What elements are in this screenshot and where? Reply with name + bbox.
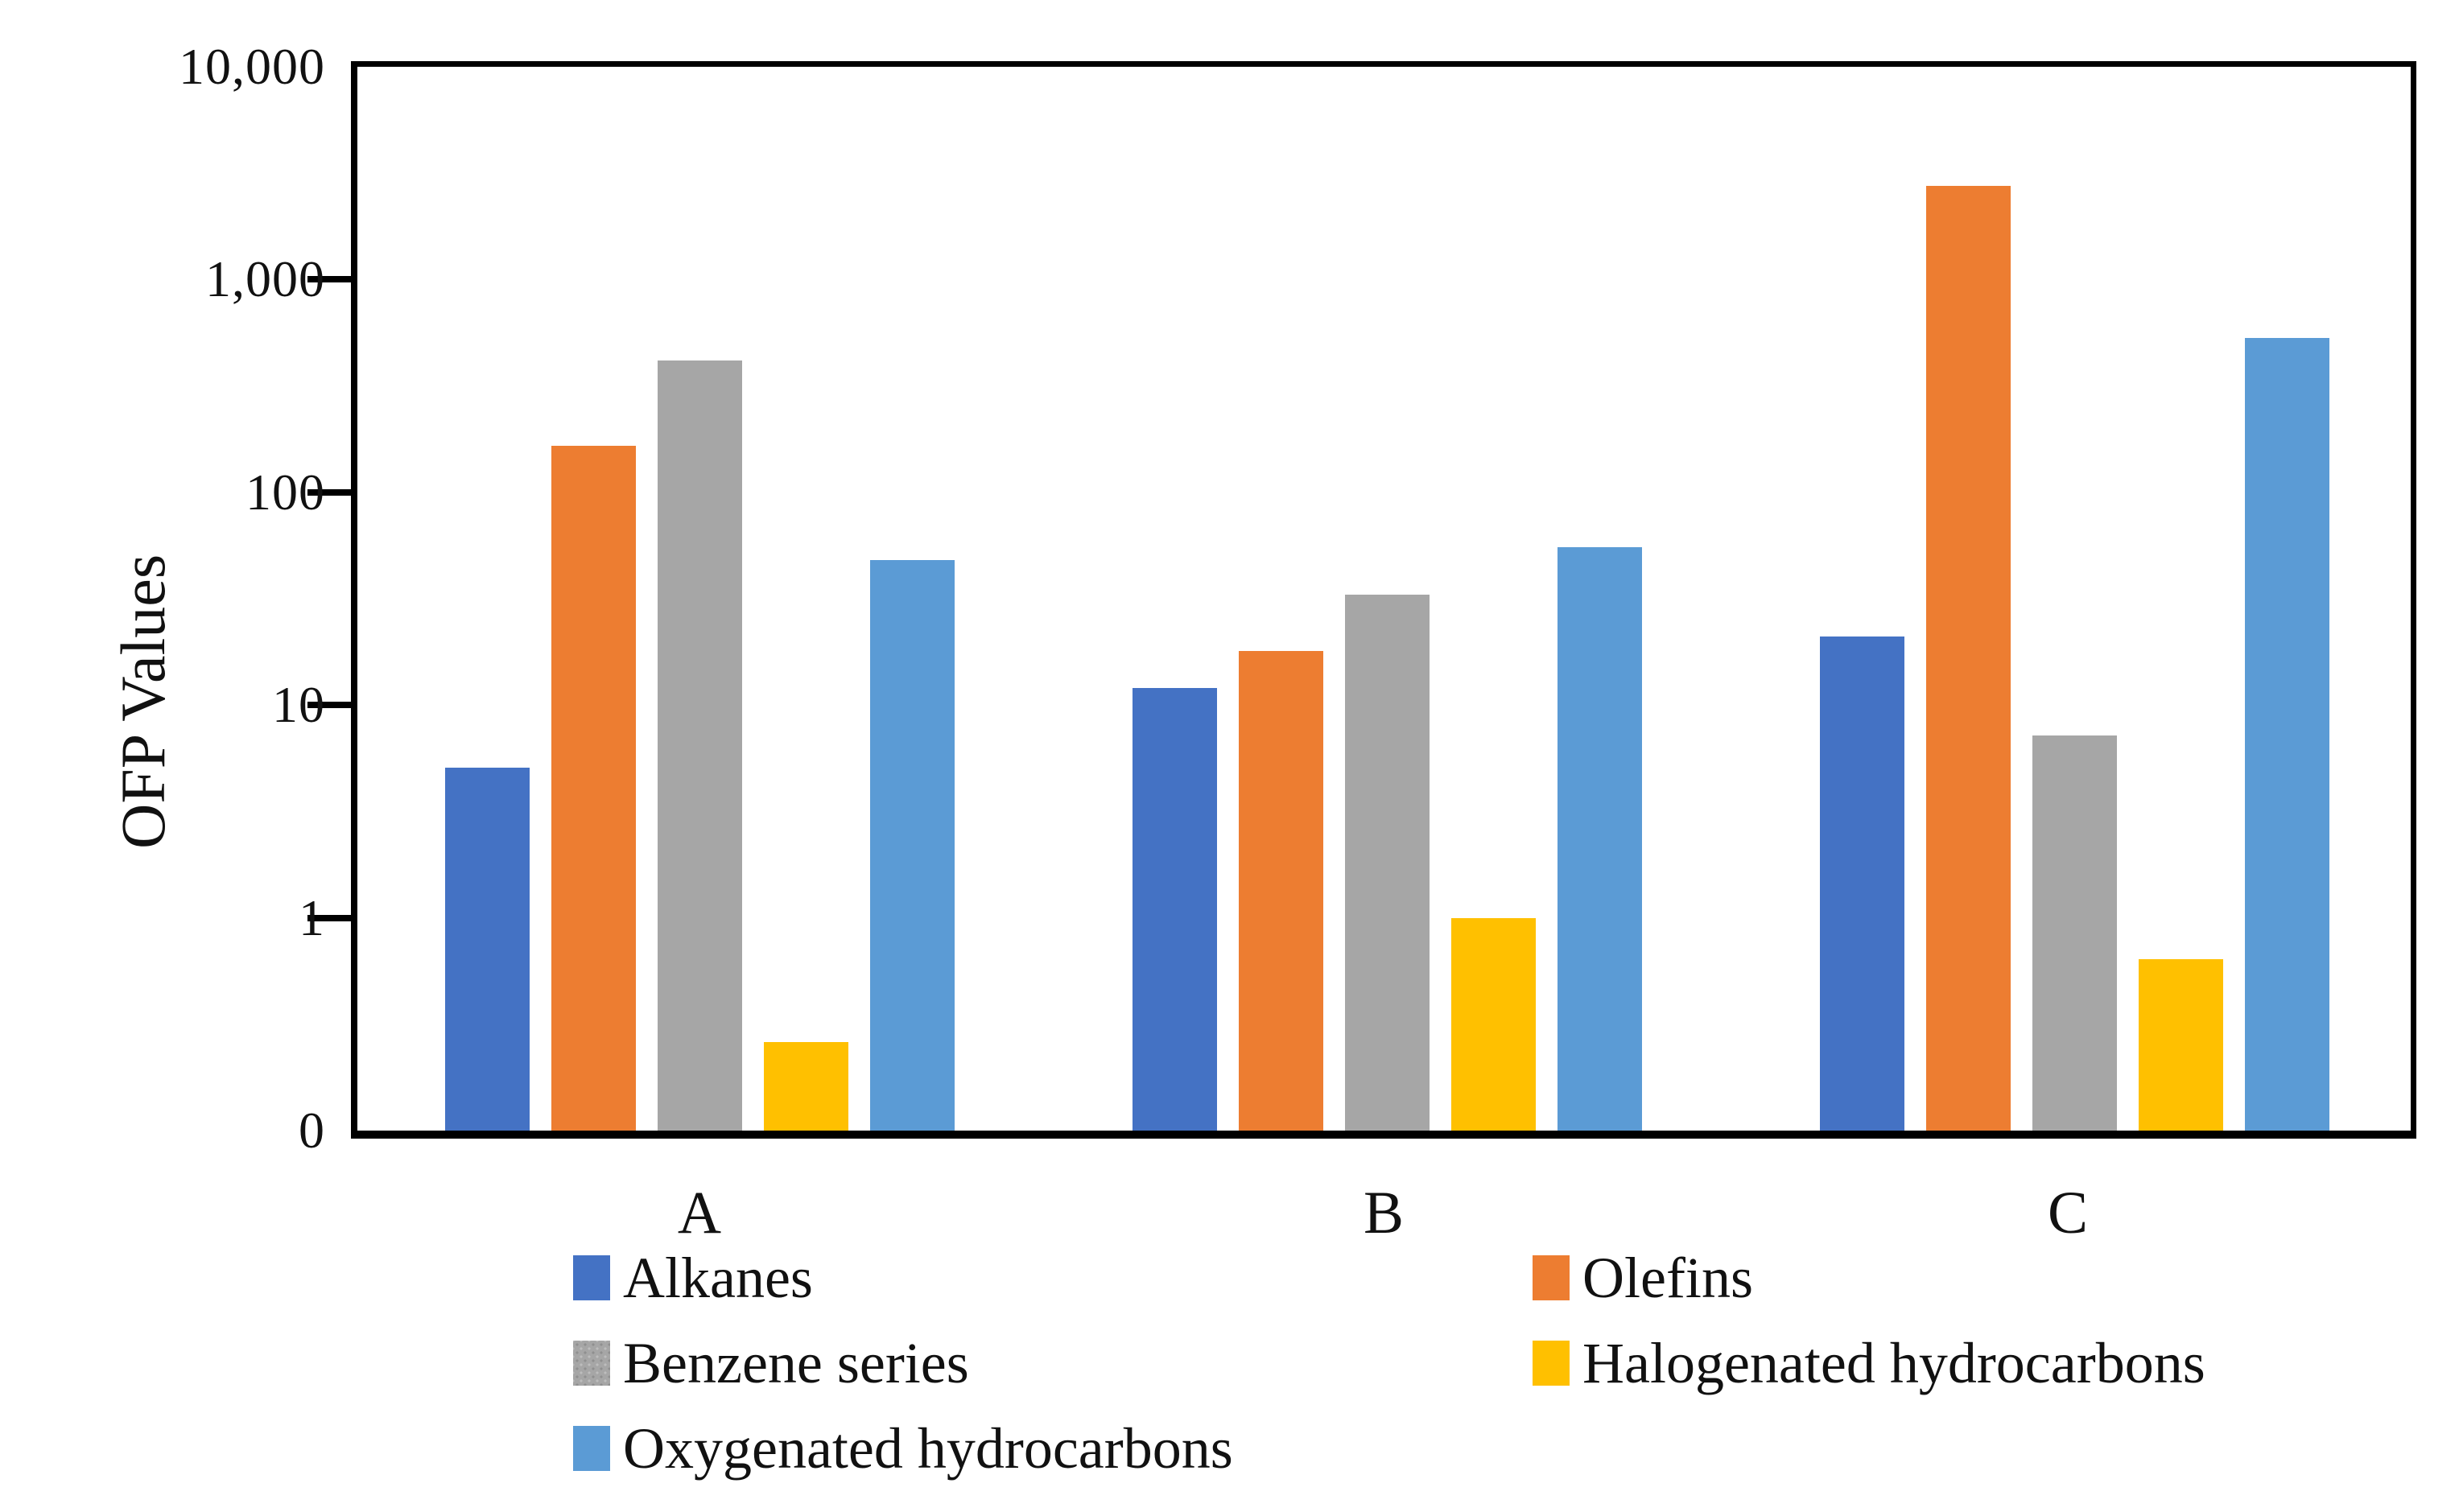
bar-a-halogenated-hydrocarbons <box>764 1042 848 1131</box>
y-tick-label-0: 0 <box>299 1102 325 1159</box>
y-tick-label-10-000: 10,000 <box>179 38 325 95</box>
bar-c-oxygenated-hydrocarbons <box>2245 338 2329 1131</box>
bar-b-alkanes <box>1133 688 1217 1131</box>
legend-marker-alkanes <box>573 1255 610 1300</box>
y-axis-tick-mark <box>307 914 351 921</box>
bar-b-oxygenated-hydrocarbons <box>1558 547 1642 1131</box>
legend-item-benzene-series: Benzene series <box>573 1331 1533 1395</box>
bar-c-halogenated-hydrocarbons <box>2139 959 2223 1131</box>
legend-label-oxygenated-hydrocarbons: Oxygenated hydrocarbons <box>623 1416 1233 1481</box>
y-axis-tick-mark <box>307 702 351 709</box>
bar-c-olefins <box>1926 186 2011 1131</box>
plot-area <box>307 61 2416 1139</box>
bar-b-benzene-series <box>1345 595 1430 1131</box>
legend-marker-halogenated-hydrocarbons <box>1533 1341 1570 1386</box>
category-label-b: B <box>1363 1180 1405 1246</box>
bar-a-alkanes <box>445 768 530 1131</box>
y-tick-label-1-000: 1,000 <box>205 250 325 308</box>
bar-a-olefins <box>551 446 636 1131</box>
bar-a-benzene-series <box>658 360 742 1131</box>
y-tick-label-100: 100 <box>245 463 325 521</box>
bar-b-olefins <box>1239 651 1323 1131</box>
legend-label-halogenated-hydrocarbons: Halogenated hydrocarbons <box>1582 1331 2205 1395</box>
legend-label-alkanes: Alkanes <box>623 1246 813 1310</box>
legend-item-halogenated-hydrocarbons: Halogenated hydrocarbons <box>1533 1331 2205 1395</box>
legend-item-alkanes: Alkanes <box>573 1246 1533 1310</box>
legend-label-benzene-series: Benzene series <box>623 1331 969 1395</box>
legend-item-oxygenated-hydrocarbons: Oxygenated hydrocarbons <box>573 1416 1533 1481</box>
legend-marker-oxygenated-hydrocarbons <box>573 1426 610 1471</box>
x-axis-category-labels: A B C <box>357 1181 2410 1246</box>
y-tick-label-1: 1 <box>299 888 325 946</box>
legend-label-olefins: Olefins <box>1582 1246 1753 1310</box>
legend-marker-benzene-series <box>573 1341 610 1386</box>
legend-marker-olefins <box>1533 1255 1570 1300</box>
legend: Alkanes Olefins Benzene series Halogenated … <box>573 1246 2205 1481</box>
bar-c-benzene-series <box>2032 735 2117 1131</box>
category-label-a: A <box>677 1180 722 1246</box>
y-axis-tick-mark <box>307 488 351 496</box>
legend-item-olefins: Olefins <box>1533 1246 2205 1310</box>
bar-a-oxygenated-hydrocarbons <box>870 560 955 1131</box>
bar-c-alkanes <box>1820 637 1904 1131</box>
category-label-c: C <box>2047 1180 2089 1246</box>
y-tick-label-10: 10 <box>272 676 325 734</box>
bar-b-halogenated-hydrocarbons <box>1451 918 1536 1131</box>
y-axis-tick-mark <box>307 276 351 283</box>
